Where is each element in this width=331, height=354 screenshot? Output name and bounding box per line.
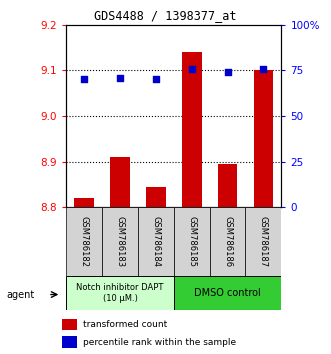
Text: GDS4488 / 1398377_at: GDS4488 / 1398377_at xyxy=(94,9,237,22)
Bar xyxy=(210,207,246,276)
Bar xyxy=(146,187,166,207)
Point xyxy=(261,66,266,72)
Bar xyxy=(174,207,210,276)
Point xyxy=(117,75,122,80)
Text: GSM786187: GSM786187 xyxy=(259,216,268,267)
Text: Notch inhibitor DAPT
(10 μM.): Notch inhibitor DAPT (10 μM.) xyxy=(76,283,164,303)
Bar xyxy=(102,207,138,276)
Bar xyxy=(66,276,174,310)
Point xyxy=(153,76,159,82)
Point xyxy=(225,69,230,75)
Bar xyxy=(254,70,273,207)
Text: GSM786182: GSM786182 xyxy=(80,216,89,267)
Text: GSM786184: GSM786184 xyxy=(151,216,160,267)
Bar xyxy=(66,207,102,276)
Text: agent: agent xyxy=(7,290,35,299)
Text: DMSO control: DMSO control xyxy=(194,288,261,298)
Bar xyxy=(62,319,77,330)
Point xyxy=(189,66,194,72)
Bar xyxy=(74,198,94,207)
Bar xyxy=(174,276,281,310)
Text: GSM786185: GSM786185 xyxy=(187,216,196,267)
Point xyxy=(81,76,87,82)
Bar xyxy=(62,336,77,348)
Bar xyxy=(246,207,281,276)
Text: GSM786183: GSM786183 xyxy=(116,216,124,267)
Text: transformed count: transformed count xyxy=(83,320,168,329)
Bar xyxy=(110,157,130,207)
Bar xyxy=(218,164,237,207)
Text: GSM786186: GSM786186 xyxy=(223,216,232,267)
Bar xyxy=(182,52,202,207)
Bar xyxy=(138,207,174,276)
Text: percentile rank within the sample: percentile rank within the sample xyxy=(83,338,237,347)
